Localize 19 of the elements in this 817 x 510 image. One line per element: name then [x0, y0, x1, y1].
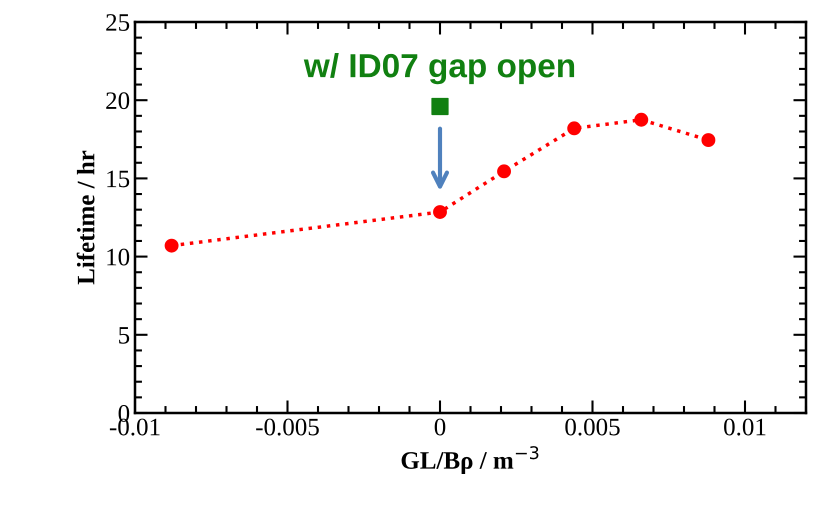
x-tick-label: 0.01 — [724, 418, 766, 436]
x-tick-label: -0.005 — [256, 418, 319, 436]
y-tick-label: 10 — [107, 248, 130, 266]
x-axis-title: GL/Bρ / m$^{−3}$ — [402, 446, 538, 474]
x-tick-label: 0 — [434, 418, 446, 436]
point — [634, 112, 648, 127]
y-axis-title: Lifetime / hr — [76, 150, 95, 284]
point — [701, 133, 716, 148]
y-tick-label: 5 — [119, 327, 130, 344]
point — [433, 205, 447, 219]
point — [567, 121, 582, 136]
y-tick-label: 20 — [106, 92, 130, 110]
x-tick-label: 0.005 — [565, 418, 620, 436]
y-tick-label: 25 — [106, 14, 130, 31]
y-tick-label: 15 — [107, 170, 130, 188]
point — [164, 238, 179, 253]
annotation: w/ ID07 gap open — [304, 53, 574, 84]
point — [431, 98, 449, 116]
point — [497, 164, 511, 178]
